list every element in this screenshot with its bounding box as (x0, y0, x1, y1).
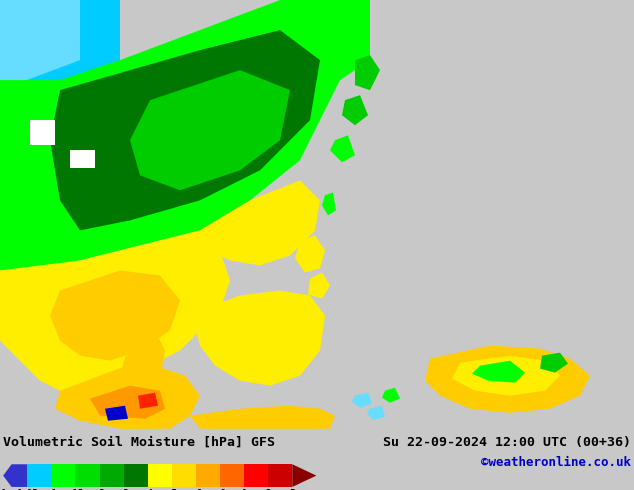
Polygon shape (3, 465, 27, 487)
Polygon shape (50, 270, 180, 361)
Polygon shape (124, 465, 148, 487)
Polygon shape (220, 465, 244, 487)
Polygon shape (196, 465, 220, 487)
Polygon shape (330, 135, 355, 162)
Polygon shape (27, 465, 51, 487)
Text: Volumetric Soil Moisture [hPa] GFS: Volumetric Soil Moisture [hPa] GFS (3, 436, 275, 449)
Polygon shape (90, 386, 165, 419)
Polygon shape (472, 361, 525, 383)
Polygon shape (0, 0, 120, 120)
Polygon shape (70, 150, 95, 168)
Polygon shape (382, 388, 400, 403)
Polygon shape (50, 30, 320, 230)
Polygon shape (105, 406, 128, 421)
Polygon shape (540, 353, 568, 373)
Polygon shape (200, 180, 320, 266)
Polygon shape (452, 356, 560, 396)
Polygon shape (342, 95, 368, 125)
Polygon shape (130, 70, 290, 190)
Polygon shape (195, 291, 325, 386)
Polygon shape (51, 465, 75, 487)
Polygon shape (172, 465, 196, 487)
Polygon shape (355, 55, 380, 90)
Polygon shape (290, 296, 315, 322)
Polygon shape (367, 406, 385, 420)
Polygon shape (120, 331, 165, 429)
Polygon shape (0, 230, 230, 401)
Polygon shape (0, 0, 370, 270)
Text: Su 22-09-2024 12:00 UTC (00+36): Su 22-09-2024 12:00 UTC (00+36) (383, 436, 631, 449)
Polygon shape (0, 0, 80, 90)
Polygon shape (138, 392, 158, 409)
Polygon shape (55, 361, 200, 429)
Polygon shape (148, 465, 172, 487)
Polygon shape (190, 406, 335, 429)
Polygon shape (308, 272, 330, 298)
Polygon shape (292, 465, 316, 487)
Polygon shape (425, 345, 590, 413)
Polygon shape (75, 465, 100, 487)
Text: ©weatheronline.co.uk: ©weatheronline.co.uk (481, 456, 631, 469)
Polygon shape (100, 465, 124, 487)
Polygon shape (322, 193, 336, 216)
Polygon shape (352, 392, 372, 408)
Polygon shape (295, 235, 325, 272)
Polygon shape (244, 465, 268, 487)
Polygon shape (268, 465, 292, 487)
Polygon shape (30, 120, 55, 145)
